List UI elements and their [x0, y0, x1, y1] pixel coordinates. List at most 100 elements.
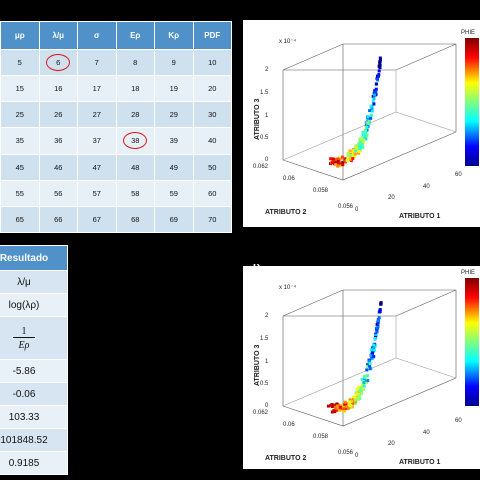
cell-value: 18 — [131, 84, 140, 94]
scatter-point — [373, 89, 377, 93]
attribute-table-cell: 69 — [154, 205, 194, 234]
scatter-point — [369, 113, 373, 117]
scatter-point — [349, 405, 353, 409]
scatter-point — [332, 409, 336, 413]
scatter-point — [366, 365, 370, 369]
cell-value: 46 — [54, 162, 63, 172]
scatter-point — [378, 310, 382, 314]
scatter-point — [372, 354, 376, 358]
cell-value: 56 — [54, 188, 63, 198]
cell-value: 8 — [133, 58, 138, 68]
attribute-table-cell: 30 — [192, 101, 232, 129]
scatter-point — [371, 99, 375, 103]
z-exponent: x 10⁻⁴ — [279, 284, 297, 291]
scatter-point — [365, 133, 369, 137]
scatter-point — [372, 102, 376, 106]
z-tick: 0 — [265, 403, 269, 409]
cell-value: 7 — [94, 58, 99, 68]
cell-value: 45 — [15, 162, 24, 172]
box-frame — [282, 43, 457, 181]
red-circle-highlight — [46, 53, 71, 71]
scatter-point — [334, 407, 338, 410]
scatter-point — [374, 87, 378, 91]
attribute-table-cell: 16 — [38, 75, 78, 103]
scatter-point — [378, 308, 382, 312]
colorbar-label: PHIE — [461, 270, 475, 276]
attribute-table-row: 35 36 37 38 39 40 — [0, 127, 232, 155]
attribute-table-cell: 65 — [0, 205, 40, 234]
attr2-tick: 0.06 — [283, 422, 295, 428]
scatter-point — [336, 404, 340, 408]
cell-value: 48 — [131, 162, 140, 172]
attribute-table-cell: 18 — [115, 75, 155, 103]
scatter-point — [364, 137, 368, 141]
z-tick: 1 — [265, 359, 269, 365]
scatter-point — [339, 405, 342, 409]
scatter-point — [357, 142, 361, 146]
scatter-point — [365, 125, 369, 129]
colorbar-label: PHIE — [461, 30, 475, 36]
scatter-point — [374, 334, 378, 338]
scatter-plot-d: 2 1.5 1 0.5 0 x 10⁻⁴ ATRIBUTO 3 0.062 0.… — [243, 266, 480, 469]
attr1-ticks: 0 20 40 60 — [355, 418, 462, 459]
attribute-table-cell: 10 — [192, 48, 232, 77]
scatter-point — [354, 400, 358, 404]
scatter-point — [347, 406, 351, 410]
attribute-table-cell: 36 — [38, 127, 78, 155]
scatter-point — [358, 393, 361, 397]
scatter-point — [359, 137, 363, 141]
scatter-point — [359, 142, 363, 146]
scatter-point — [373, 93, 376, 97]
attr1-tick: 0 — [355, 453, 359, 459]
scatter-point — [376, 319, 380, 323]
header-pdf: PDF — [192, 21, 232, 50]
scatter-point — [363, 134, 367, 138]
scatter-point — [353, 396, 357, 400]
scatter-point — [335, 402, 339, 406]
result-header: Resultado — [0, 245, 68, 271]
cell-value: 40 — [208, 136, 217, 146]
scatter-point — [370, 351, 374, 355]
attribute-table-cell: 5 — [0, 48, 40, 77]
attr1-tick: 60 — [455, 172, 462, 178]
red-circle-highlight — [123, 131, 148, 149]
scatter-point — [374, 82, 378, 86]
z-tick: 0 — [265, 157, 269, 163]
attr2-tick: 0.06 — [283, 176, 295, 182]
result-cell: 103.33 — [0, 405, 68, 429]
scatter-point — [357, 144, 361, 148]
scatter-point — [372, 346, 376, 350]
scatter-point — [362, 384, 366, 388]
cell-value: 60 — [208, 188, 217, 198]
scatter-point — [353, 402, 357, 405]
cell-value: 15 — [15, 84, 24, 94]
cell-value: 65 — [15, 214, 24, 224]
z-tick: 1.5 — [260, 90, 269, 96]
scatter-point — [374, 91, 378, 94]
scatter-point — [348, 149, 352, 153]
cell-value: 26 — [54, 110, 63, 120]
result-cell: -0.06 — [0, 382, 68, 406]
cell-value: 9 — [171, 58, 176, 68]
scatter-point — [365, 381, 369, 384]
scatter-point — [357, 385, 361, 389]
scatter-point — [365, 128, 369, 132]
result-cell: λ/μ — [0, 270, 68, 294]
result-cell: -5.86 — [0, 359, 68, 383]
attribute-table-row: 25 26 27 28 29 30 — [0, 101, 232, 129]
scatter-point — [370, 109, 374, 113]
scatter-point — [366, 374, 370, 378]
attr2-tick: 0.062 — [253, 410, 269, 416]
plot-svg-d: 2 1.5 1 0.5 0 x 10⁻⁴ ATRIBUTO 3 0.062 0.… — [253, 270, 479, 466]
header-e-rho: Eρ — [115, 21, 155, 50]
scatter-point — [365, 368, 369, 372]
scatter-point — [342, 407, 346, 411]
scatter-point — [367, 119, 371, 123]
header-lambda-mu: λ/μ — [38, 21, 78, 50]
scatter-point — [379, 301, 383, 305]
attribute-table-cell: 58 — [115, 179, 155, 207]
attr1-tick: 40 — [423, 184, 430, 190]
scatter-point — [353, 152, 357, 156]
scatter-point — [344, 404, 348, 408]
result-cell: 0.9185 — [0, 451, 68, 475]
